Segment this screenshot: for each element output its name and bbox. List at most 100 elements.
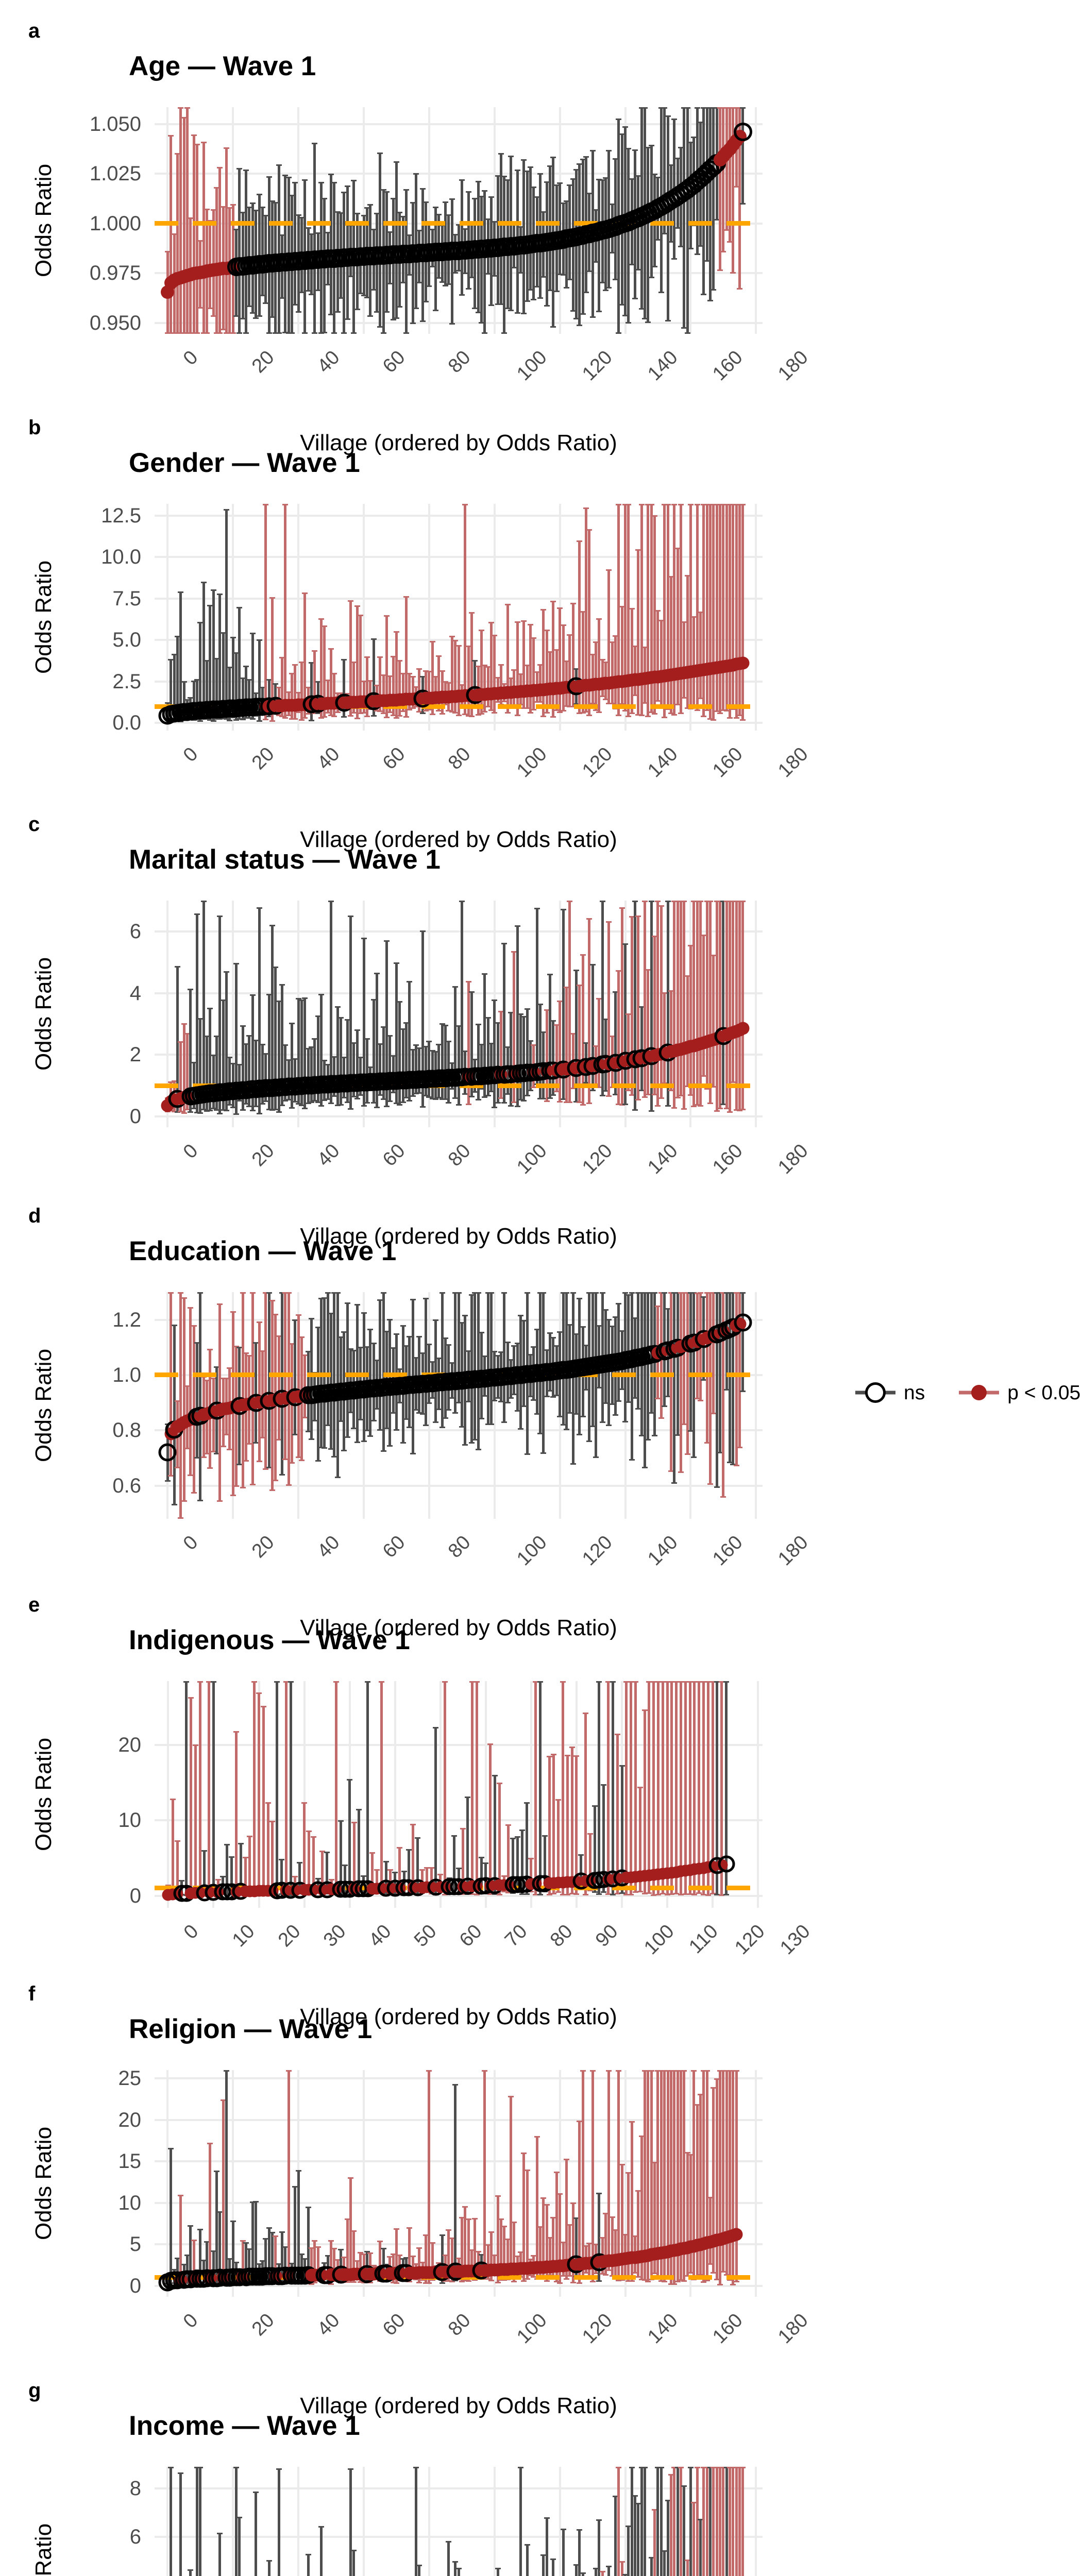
error-bar-cap [645, 1438, 651, 1440]
error-bar-cap [249, 633, 256, 635]
error-bar-cap [531, 186, 537, 188]
error-bar-cap [426, 2282, 432, 2284]
error-bar-cap [242, 1857, 248, 1859]
error-bar [485, 1292, 491, 1426]
error-bar-cap [583, 156, 589, 158]
error-bar-cap [256, 1692, 262, 1694]
x-tick-label: 160 [708, 2309, 748, 2348]
error-bar-cap [328, 1103, 334, 1105]
error-bar [711, 1292, 717, 1414]
error-bar-cap [521, 2280, 527, 2282]
error-bar-cap [168, 134, 174, 137]
gridline-vertical [428, 107, 430, 334]
error-bar [681, 621, 687, 699]
error-bar-cap [310, 1836, 316, 1838]
error-bar-cap [285, 2070, 292, 2072]
error-bar-cap [723, 1893, 730, 1895]
error-bar-cap [485, 1017, 491, 1019]
error-bar-cap [599, 1421, 605, 1423]
x-tick-label: 120 [578, 346, 617, 385]
error-bar [567, 634, 573, 708]
y-axis-label: Odds Ratio [31, 957, 56, 1071]
error-bar-cap [334, 711, 341, 714]
gridline-vertical [166, 901, 169, 1127]
error-bar-cap [249, 994, 256, 996]
error-bar-cap [580, 2572, 586, 2574]
error-bar-cap [619, 1892, 625, 1894]
error-bar [283, 1681, 289, 1896]
error-bar [704, 1292, 710, 1444]
significant-marker-icon [959, 1381, 1000, 1404]
error-bar-cap [393, 1429, 399, 1431]
error-bar-cap [542, 1835, 548, 1837]
error-bar-cap [740, 1390, 746, 1392]
error-bar-cap [518, 272, 524, 274]
error-bar-cap [410, 2256, 416, 2258]
error-bar-cap [534, 907, 540, 909]
error-bar-cap [553, 184, 560, 187]
error-bar-cap [694, 2467, 700, 2468]
error-bar-cap [687, 504, 694, 505]
reference-line-dash [460, 221, 483, 226]
error-bar-cap [658, 107, 664, 109]
error-bar-cap [737, 1446, 743, 1448]
error-bar-cap [383, 615, 390, 617]
error-bar-cap [302, 179, 308, 181]
error-bar [569, 1747, 575, 1894]
error-bar [443, 1024, 449, 1100]
error-bar-cap [560, 624, 566, 626]
error-bar-cap [315, 290, 321, 292]
error-bar-cap [606, 1425, 612, 1427]
error-bar-cap [370, 1343, 377, 1345]
error-bar-cap [348, 1108, 354, 1110]
error-bar-cap [178, 591, 184, 594]
error-bar-cap [498, 303, 504, 306]
error-bar-cap [439, 670, 445, 672]
error-bar [714, 901, 720, 1112]
error-bar-cap [429, 640, 435, 642]
error-bar-cap [534, 285, 540, 287]
error-bar-cap [201, 1850, 208, 1852]
error-bar-cap [648, 277, 654, 279]
x-tick-label: 0 [179, 1140, 202, 1163]
panel-tag-d: d [28, 1205, 41, 1227]
error-bar-cap [521, 313, 527, 315]
error-bar-cap [720, 107, 726, 109]
error-bar-cap [622, 314, 629, 316]
error-bar-cap [537, 1681, 543, 1683]
error-bar [478, 196, 484, 324]
error-bar [622, 943, 629, 1105]
error-bar-cap [465, 2280, 471, 2282]
error-bar [364, 1038, 370, 1104]
error-bar-cap [197, 1681, 203, 1683]
error-bar-cap [740, 1292, 746, 1294]
error-bar-cap [472, 308, 478, 310]
error-bar-cap [629, 2467, 635, 2468]
error-bar [191, 134, 197, 334]
gridline-vertical [166, 2070, 169, 2297]
reference-line-dash [688, 2275, 712, 2280]
error-bar-cap [282, 504, 289, 505]
error-bar-cap [325, 283, 331, 285]
error-bar-cap [684, 332, 690, 334]
error-bar-cap [328, 901, 334, 902]
error-bar-cap [344, 318, 350, 320]
x-tick-label: 40 [313, 1140, 344, 1171]
error-bar-cap [236, 332, 243, 334]
error-bar-cap [171, 1324, 177, 1326]
error-bar-cap [652, 173, 658, 175]
error-bar-cap [483, 1862, 489, 1865]
error-bar [625, 1294, 632, 1403]
error-bar-cap [544, 711, 550, 714]
error-bar [188, 1697, 194, 1896]
gridline-vertical [166, 107, 169, 334]
error-bar-cap [488, 1292, 494, 1294]
error-bar-cap [233, 2262, 240, 2264]
error-bar [619, 605, 625, 705]
error-bar-cap [240, 211, 246, 213]
x-tick-label: 20 [248, 1140, 279, 1171]
error-bar [325, 1292, 331, 1426]
error-bar-cap [577, 540, 583, 542]
error-bar-cap [429, 229, 435, 231]
